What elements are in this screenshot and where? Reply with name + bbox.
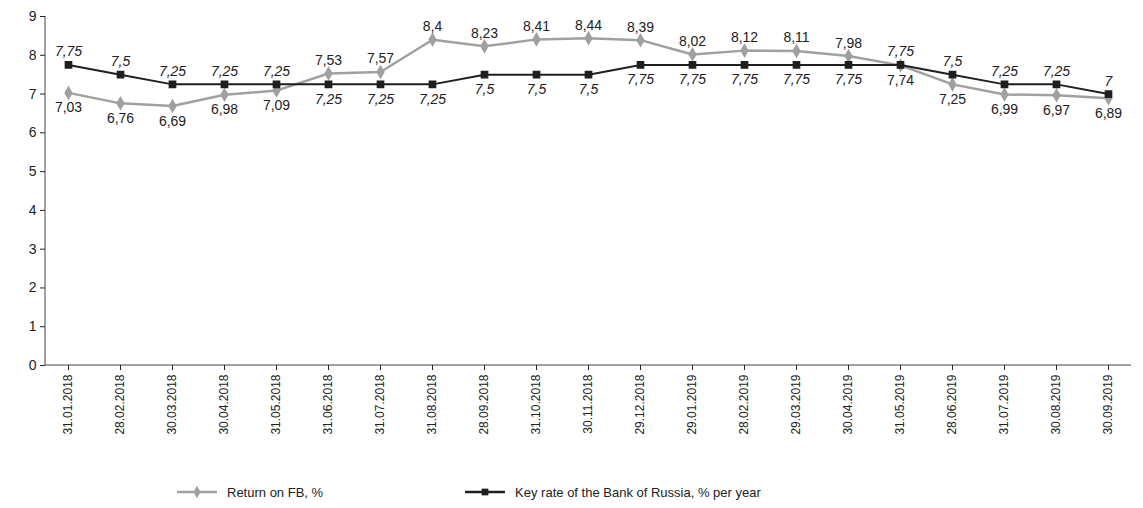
svg-text:7,5: 7,5 — [527, 81, 547, 97]
svg-text:6,69: 6,69 — [159, 113, 186, 129]
svg-text:7,5: 7,5 — [943, 53, 963, 69]
svg-text:7,25: 7,25 — [367, 91, 394, 107]
svg-text:7,25: 7,25 — [939, 91, 966, 107]
svg-text:7,75: 7,75 — [679, 71, 706, 87]
svg-text:1: 1 — [29, 318, 37, 334]
svg-text:28.09.2018: 28.09.2018 — [477, 374, 491, 434]
svg-text:7,25: 7,25 — [991, 63, 1018, 79]
svg-text:7,75: 7,75 — [627, 71, 654, 87]
svg-text:2: 2 — [29, 279, 37, 295]
svg-text:5: 5 — [29, 163, 37, 179]
svg-text:31.05.2019: 31.05.2019 — [893, 374, 907, 434]
svg-text:8,23: 8,23 — [471, 25, 498, 41]
svg-text:7,25: 7,25 — [159, 63, 186, 79]
svg-text:31.06.2018: 31.06.2018 — [321, 374, 335, 434]
svg-text:8: 8 — [29, 47, 37, 63]
svg-text:31.10.2018: 31.10.2018 — [529, 374, 543, 434]
svg-text:8,39: 8,39 — [627, 19, 654, 35]
svg-text:30.09.2019: 30.09.2019 — [1101, 374, 1115, 434]
html-text:Return on FB, %: Return on FB, % — [227, 484, 324, 500]
svg-text:28.02.2018: 28.02.2018 — [113, 374, 127, 434]
svg-text:6,76: 6,76 — [107, 110, 134, 126]
svg-text:7,03: 7,03 — [55, 99, 82, 115]
svg-text:30.11.2018: 30.11.2018 — [581, 374, 595, 433]
svg-text:7: 7 — [1105, 73, 1114, 89]
svg-text:31.05.2018: 31.05.2018 — [269, 374, 283, 434]
svg-text:9: 9 — [29, 8, 37, 24]
svg-text:7: 7 — [29, 86, 37, 102]
svg-text:0: 0 — [29, 357, 37, 373]
svg-text:6,98: 6,98 — [211, 101, 238, 117]
svg-text:29.03.2019: 29.03.2019 — [789, 374, 803, 434]
svg-text:3: 3 — [29, 241, 37, 257]
svg-text:6,97: 6,97 — [1043, 102, 1070, 118]
svg-text:7,5: 7,5 — [111, 53, 131, 69]
svg-text:7,25: 7,25 — [211, 63, 238, 79]
svg-text:7,74: 7,74 — [887, 72, 914, 88]
svg-text:7,53: 7,53 — [315, 52, 342, 68]
svg-text:7,75: 7,75 — [731, 71, 758, 87]
svg-text:31.01.2018: 31.01.2018 — [61, 374, 75, 434]
svg-text:31.07.2019: 31.07.2019 — [997, 374, 1011, 434]
svg-text:8,41: 8,41 — [523, 18, 550, 34]
svg-text:7,09: 7,09 — [263, 97, 290, 113]
svg-text:30.04.2019: 30.04.2019 — [841, 374, 855, 434]
svg-text:28.06.2019: 28.06.2019 — [945, 374, 959, 434]
svg-text:29.12.2018: 29.12.2018 — [633, 374, 647, 434]
svg-text:7,25: 7,25 — [315, 91, 342, 107]
svg-text:4: 4 — [29, 202, 37, 218]
html-text:Key rate of the Bank of Russia: Key rate of the Bank of Russia, % per ye… — [515, 484, 761, 500]
svg-text:7,75: 7,75 — [55, 43, 82, 59]
svg-text:8,12: 8,12 — [731, 29, 758, 45]
svg-text:31.07.2018: 31.07.2018 — [373, 374, 387, 434]
svg-text:8,11: 8,11 — [783, 29, 809, 45]
svg-text:8,44: 8,44 — [575, 17, 602, 33]
svg-text:7,57: 7,57 — [367, 50, 394, 66]
svg-text:7,5: 7,5 — [579, 81, 599, 97]
svg-text:7,25: 7,25 — [263, 63, 290, 79]
svg-text:8,4: 8,4 — [423, 18, 443, 34]
svg-text:28.02.2019: 28.02.2019 — [737, 374, 751, 434]
svg-text:7,75: 7,75 — [783, 71, 810, 87]
svg-text:7,98: 7,98 — [835, 35, 862, 51]
svg-text:31.08.2018: 31.08.2018 — [425, 374, 439, 434]
svg-text:29.01.2019: 29.01.2019 — [685, 374, 699, 434]
svg-text:7,25: 7,25 — [419, 91, 446, 107]
svg-text:7,75: 7,75 — [835, 71, 862, 87]
svg-text:7,5: 7,5 — [475, 81, 495, 97]
svg-text:7,25: 7,25 — [1043, 63, 1070, 79]
svg-text:7,75: 7,75 — [887, 43, 914, 59]
svg-text:30.04.2018: 30.04.2018 — [217, 374, 231, 434]
svg-text:6: 6 — [29, 124, 37, 140]
svg-text:6,89: 6,89 — [1095, 105, 1122, 121]
svg-text:30.08.2019: 30.08.2019 — [1049, 374, 1063, 434]
svg-text:30.03.2018: 30.03.2018 — [165, 374, 179, 434]
svg-text:8,02: 8,02 — [679, 33, 706, 49]
svg-text:6,99: 6,99 — [991, 101, 1018, 117]
